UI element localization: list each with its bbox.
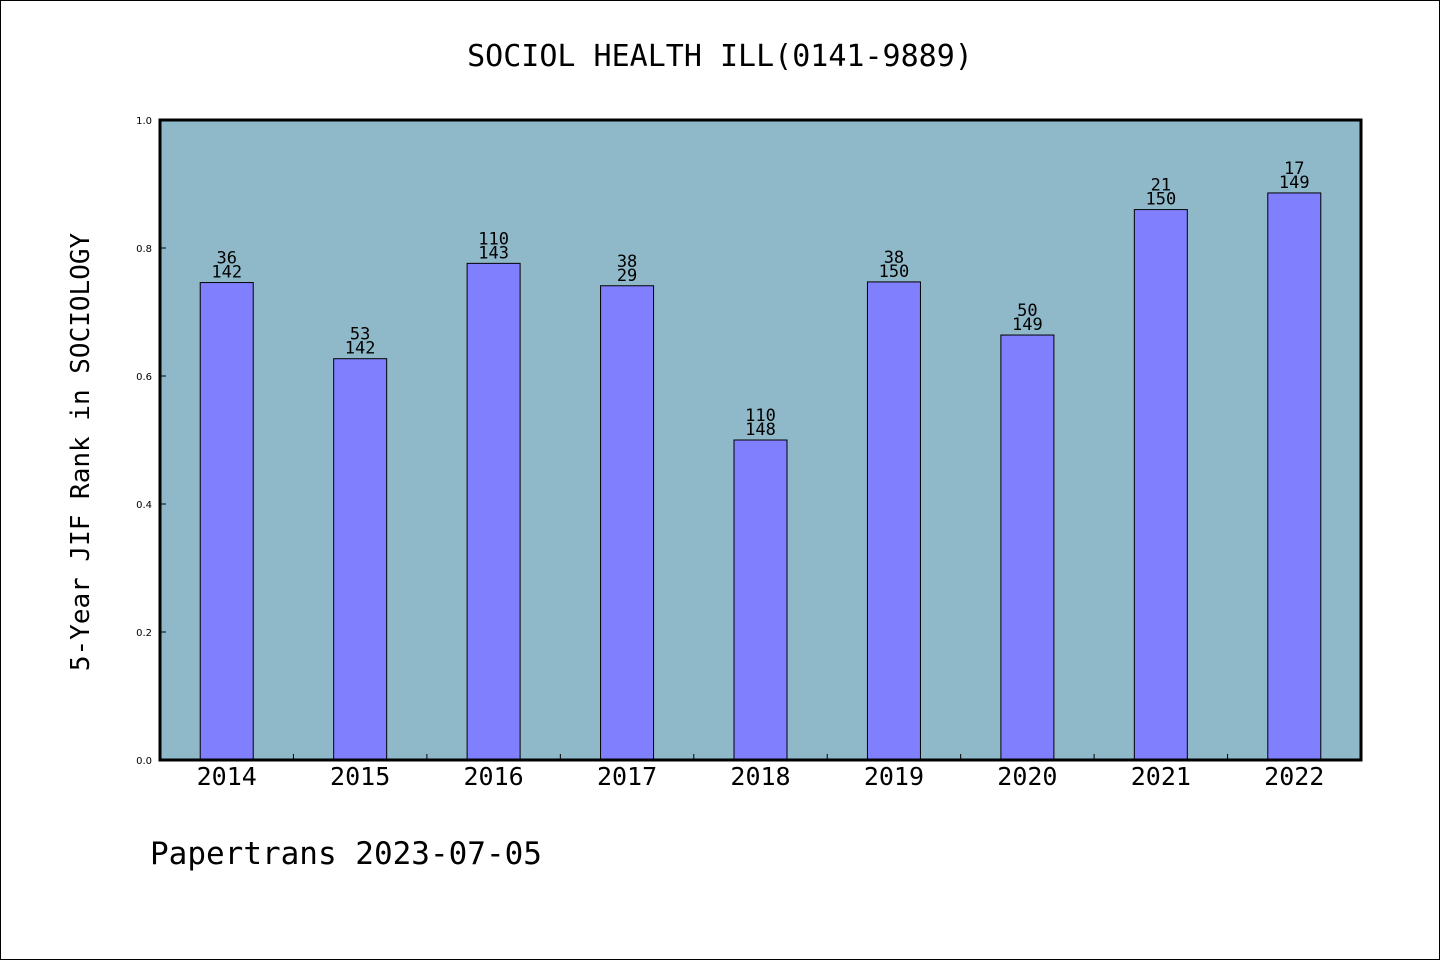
bar-label-rank: 110 — [478, 229, 509, 249]
y-tick-label: 0.2 — [136, 628, 152, 639]
x-tick-label: 2022 — [1264, 762, 1324, 791]
x-tick-label: 2020 — [997, 762, 1057, 791]
y-tick-label: 0.4 — [136, 500, 152, 511]
bar-label-rank: 36 — [216, 249, 236, 269]
x-tick-label: 2018 — [730, 762, 790, 791]
bar-label-rank: 38 — [884, 248, 904, 268]
y-tick-label: 1.0 — [136, 116, 152, 127]
bar-2017 — [600, 285, 655, 761]
bar-2016 — [466, 262, 521, 761]
footer-text: Papertrans 2023-07-05 — [150, 836, 542, 872]
x-tick-label: 2017 — [597, 762, 657, 791]
bar-label-total: 142 — [345, 339, 376, 359]
bar-2014 — [199, 282, 254, 761]
bar-label-total: 150 — [1145, 190, 1176, 210]
bar-2022 — [1267, 192, 1322, 761]
bar-label-rank: 53 — [350, 325, 370, 345]
x-tick-label: 2016 — [464, 762, 524, 791]
x-tick-label: 2019 — [864, 762, 924, 791]
chart-title: SOCIOL HEALTH ILL(0141-9889) — [467, 39, 973, 74]
plot-border — [158, 118, 1363, 762]
bar-label-rank: 17 — [1284, 159, 1304, 179]
bar-2020 — [1000, 334, 1055, 761]
bar-label-total: 149 — [1279, 173, 1310, 193]
bar-2021 — [1133, 209, 1188, 761]
bar-label-rank: 38 — [617, 252, 637, 272]
bar-2019 — [866, 281, 921, 761]
y-tick-label: 0.6 — [136, 372, 152, 383]
bar-series — [199, 192, 1322, 761]
x-tick-label: 2014 — [197, 762, 257, 791]
bar-label-rank: 21 — [1151, 176, 1171, 196]
bar-label-rank: 50 — [1017, 301, 1037, 321]
bar-2018 — [733, 439, 788, 761]
y-tick-label: 0.0 — [136, 756, 152, 767]
bar-label-total: 149 — [1012, 315, 1043, 335]
bar-label-total: 29 — [617, 266, 637, 286]
x-tick-label: 2021 — [1131, 762, 1191, 791]
y-axis-label: 5-Year JIF Rank in SOCIOLOGY — [66, 233, 96, 672]
x-tick-label: 2015 — [330, 762, 390, 791]
x-axis-ticks: 2014 2015 2016 2017 2018 2019 2020 2021 2022 — [197, 754, 1324, 791]
bar-2015 — [333, 358, 388, 761]
bar-label-rank: 110 — [745, 406, 776, 426]
bar-label-total: 143 — [478, 243, 509, 263]
bar-label-total: 150 — [879, 262, 910, 282]
bar-label-total: 142 — [211, 263, 242, 283]
y-tick-label: 0.8 — [136, 244, 152, 255]
bar-label-total: 148 — [745, 420, 776, 440]
